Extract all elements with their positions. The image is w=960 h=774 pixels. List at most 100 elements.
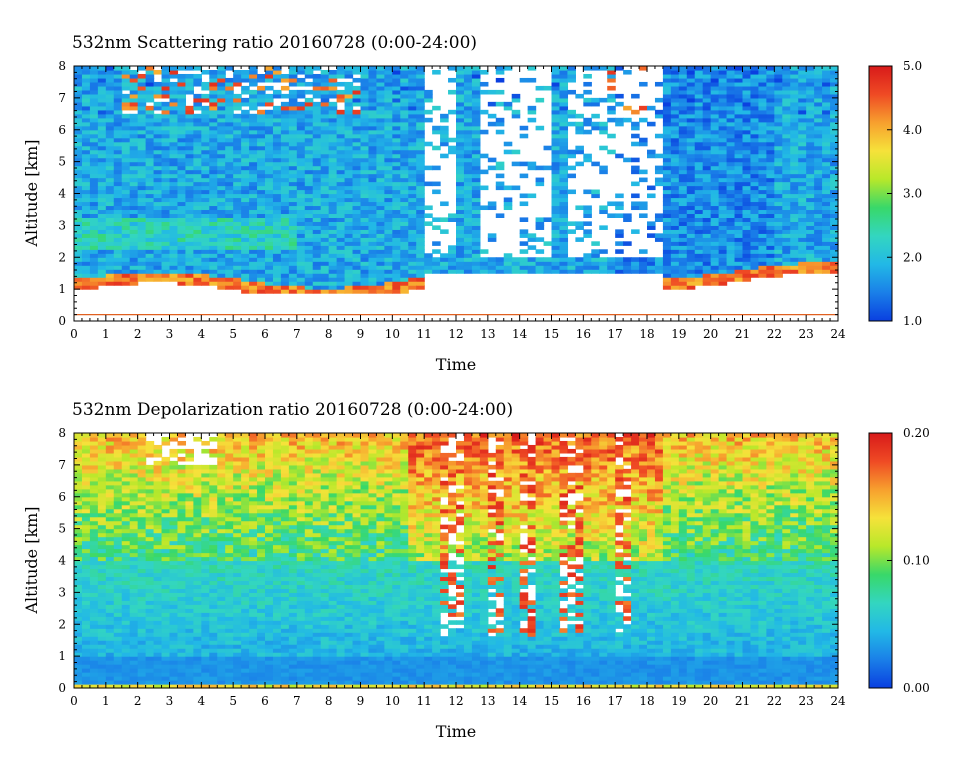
heatmap-cell [440,253,449,258]
heatmap-cell [177,197,186,202]
heatmap-cell [679,106,688,111]
heatmap-cell [321,237,330,242]
heatmap-cell [225,178,234,183]
heatmap-cell [520,126,529,131]
heatmap-cell [201,162,210,167]
heatmap-cell [639,66,648,71]
heatmap-cell [106,521,115,526]
heatmap-cell [368,201,377,206]
heatmap-cell [257,253,266,258]
heatmap-cell [464,142,473,147]
heatmap-cell [774,213,783,218]
heatmap-cell [90,485,99,490]
heatmap-cell [711,158,720,163]
heatmap-cell [98,497,107,502]
heatmap-cell [663,182,672,187]
heatmap-cell [456,197,465,202]
heatmap-cell [170,138,179,143]
heatmap-cell [814,78,823,83]
heatmap-cell [217,170,226,175]
heatmap-cell [201,182,210,187]
heatmap-cell [74,441,83,446]
heatmap-cell [241,98,250,103]
heatmap-cell [154,205,163,210]
heatmap-cell [345,194,354,199]
heatmap-cell [138,225,147,230]
heatmap-cell [305,178,314,183]
heatmap-cell [639,213,648,218]
heatmap-cell [671,213,680,218]
heatmap-cell [711,237,720,242]
heatmap-cell [361,265,370,270]
heatmap-cell [98,261,107,266]
heatmap-cell [90,170,99,175]
heatmap-cell [162,134,171,139]
heatmap-cell [750,138,759,143]
heatmap-cell [384,114,393,119]
heatmap-cell [90,473,99,478]
heatmap-cell [122,549,131,554]
heatmap-cell [265,134,274,139]
heatmap-cell [552,178,561,183]
heatmap-cell [814,106,823,111]
heatmap-cell [695,146,704,151]
heatmap-cell [241,249,250,254]
heatmap-cell [82,126,91,131]
heatmap-cell [416,106,425,111]
heatmap-cell [265,150,274,155]
heatmap-cell [361,241,370,246]
heatmap-cell [313,158,322,163]
heatmap-cell [82,158,91,163]
heatmap-cell [774,150,783,155]
heatmap-cell [241,281,250,286]
heatmap-cell [241,114,250,119]
heatmap-cell [249,134,258,139]
heatmap-cell [703,170,712,175]
heatmap-cell [806,249,815,254]
heatmap-cell [233,182,242,187]
heatmap-cell [727,265,736,270]
heatmap-cell [408,86,417,91]
heatmap-cell [265,229,274,234]
heatmap-cell [488,261,497,266]
heatmap-cell [170,197,179,202]
heatmap-cell [552,130,561,135]
heatmap-cell [392,233,401,238]
heatmap-cell [687,82,696,87]
heatmap-cell [806,225,815,230]
heatmap-cell [464,182,473,187]
heatmap-cell [106,656,115,661]
heatmap-cell [146,178,155,183]
heatmap-cell [90,509,99,514]
heatmap-cell [162,209,171,214]
heatmap-cell [90,277,99,282]
heatmap-cell [122,477,131,482]
heatmap-cell [361,249,370,254]
heatmap-cell [177,174,186,179]
heatmap-cell [106,241,115,246]
heatmap-cell [392,229,401,234]
heatmap-cell [743,158,752,163]
heatmap-cell [615,201,624,206]
heatmap-cell [392,142,401,147]
heatmap-cell [233,197,242,202]
heatmap-cell [98,660,107,665]
heatmap-cell [782,102,791,107]
heatmap-cell [337,197,346,202]
heatmap-cell [790,98,799,103]
heatmap-cell [488,269,497,274]
heatmap-cell [719,178,728,183]
heatmap-cell [727,118,736,123]
heatmap-cell [599,209,608,214]
heatmap-cell [98,122,107,127]
heatmap-cell [98,584,107,589]
heatmap-cell [321,86,330,91]
heatmap-cell [631,229,640,234]
heatmap-cell [552,190,561,195]
heatmap-cell [464,70,473,75]
heatmap-cell [456,90,465,95]
heatmap-cell [711,102,720,107]
heatmap-cell [552,269,561,274]
heatmap-cell [106,533,115,538]
heatmap-cell [384,182,393,187]
